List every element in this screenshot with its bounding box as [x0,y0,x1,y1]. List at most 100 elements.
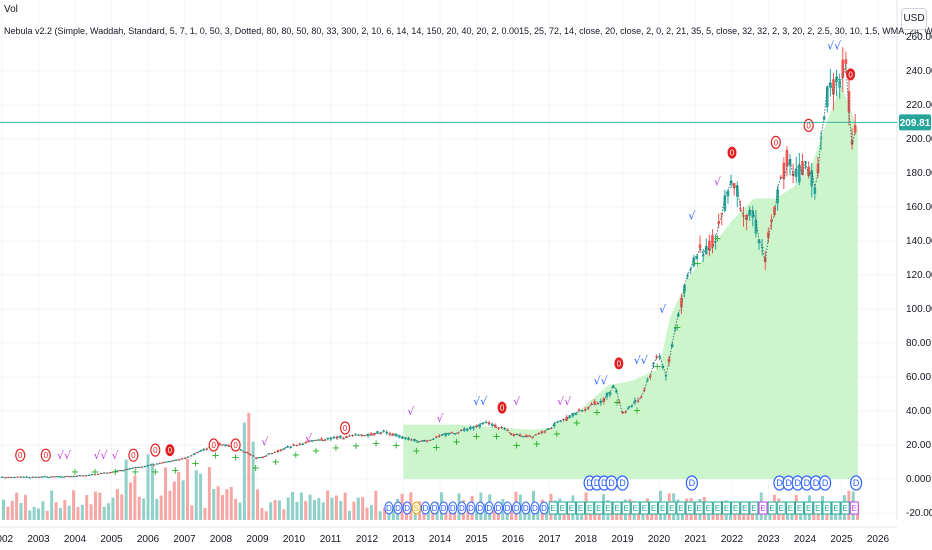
signal-glyph: 0 [233,441,238,450]
y-tick-label: 200.00 [906,134,932,145]
candle-body [0,476,4,478]
candle-body [115,470,119,472]
candle-body [37,476,41,478]
volume-bar [10,500,14,520]
plus-marker: + [372,438,380,449]
x-tick-label: 2013 [392,534,415,545]
oscillator-glyph: D [523,504,529,513]
candle-body [745,214,748,221]
signal-check: √√ [557,395,572,408]
oscillator-box [694,501,704,515]
candle-body [413,439,416,442]
oscillator-glyph: S [414,504,419,513]
oscillator-glyph: E [724,504,729,513]
volume-bar [264,511,268,520]
x-tick-label: 2018 [575,534,598,545]
candle-body [53,476,57,478]
currency-button[interactable]: USD [901,8,927,30]
signal-glyph: 0 [44,451,49,460]
volume-bar [242,422,246,520]
signal-check: √√ [594,374,609,387]
candle-body [146,465,150,467]
candle-body [822,116,826,120]
y-tick-label: 0.000 [906,474,931,485]
candle-body [41,476,44,478]
candle-body [59,476,63,478]
volume-bar [111,497,115,520]
oscillator-glyph: E [569,504,574,513]
candle-body [773,206,776,216]
candle-body [158,462,162,464]
oscillator-box [813,501,823,515]
oscillator-ring [503,501,513,515]
candle-body [704,246,708,255]
candle-body [577,409,581,411]
oscillator-glyph: D [496,504,502,513]
candle-body [453,433,457,435]
oscillator-ring [384,501,394,515]
candle-body [785,150,789,167]
oscillator-ring [439,501,449,515]
volume-bar [825,511,829,520]
oscillator-glyph: E [614,504,619,513]
volume-bar [85,494,89,520]
oscillator-box [585,501,595,515]
candle-body [298,443,302,445]
candle-body [835,76,838,82]
candle-body [81,475,84,477]
volume-bar [269,502,273,520]
candle-body [515,434,519,436]
volume-bar [124,459,128,520]
volume-bar [23,494,27,520]
oscillator-box [849,501,859,515]
indicator-title: Nebula v2.2 (Simple, Waddah, Standard, 5… [4,26,932,36]
candle-body [65,476,69,478]
plus-marker: + [573,418,581,429]
volume-bar [304,501,308,520]
candle-body [683,284,686,293]
volume-bar [282,509,286,520]
oscillator-box [576,501,586,515]
volume-bar [334,495,338,520]
oscillator-glyph: D [450,504,456,513]
oscillator-glyph: D [404,504,410,513]
candle-body [571,413,575,417]
candle-body [310,440,314,442]
volume-bar [142,498,146,520]
oscillator-glyph: D [601,478,608,488]
x-tick-label: 2026 [867,534,890,545]
volume-bar [295,501,299,520]
candle-body [196,452,199,454]
candle-body [602,397,606,402]
signal-ring [340,421,351,435]
candle-body [450,432,454,434]
oscillator-glyph: D [594,478,601,488]
candle-body [217,442,221,446]
x-tick-label: 2003 [27,534,50,545]
volume-bar [216,486,220,520]
volume-bar [431,510,435,520]
candle-body [404,437,407,439]
oscillator-ring [521,501,531,515]
candle-body [425,440,429,442]
candle-body [608,392,612,395]
volume-bar [89,504,93,520]
candle-body [816,164,820,174]
volume-bar [545,509,549,520]
oscillator-markers: D D D D D D D D D D D D DD D D S D D D D D D D D D D D D D D E E E E E E E E E… [384,475,863,515]
candle-body [345,435,348,438]
oscillator-glyph: E [660,504,665,513]
candle-body [680,297,683,308]
volume-bar [199,473,203,520]
candle-body [416,441,420,443]
candle-body [419,440,423,442]
oscillator-glyph: D [386,504,392,513]
signal-glyph: 0 [343,424,348,433]
oscillator-box [712,501,722,515]
candle-body [810,170,814,187]
candle-body [484,422,488,424]
oscillator-ring [539,501,549,515]
candle-body [264,455,268,457]
candle-body [627,406,631,408]
